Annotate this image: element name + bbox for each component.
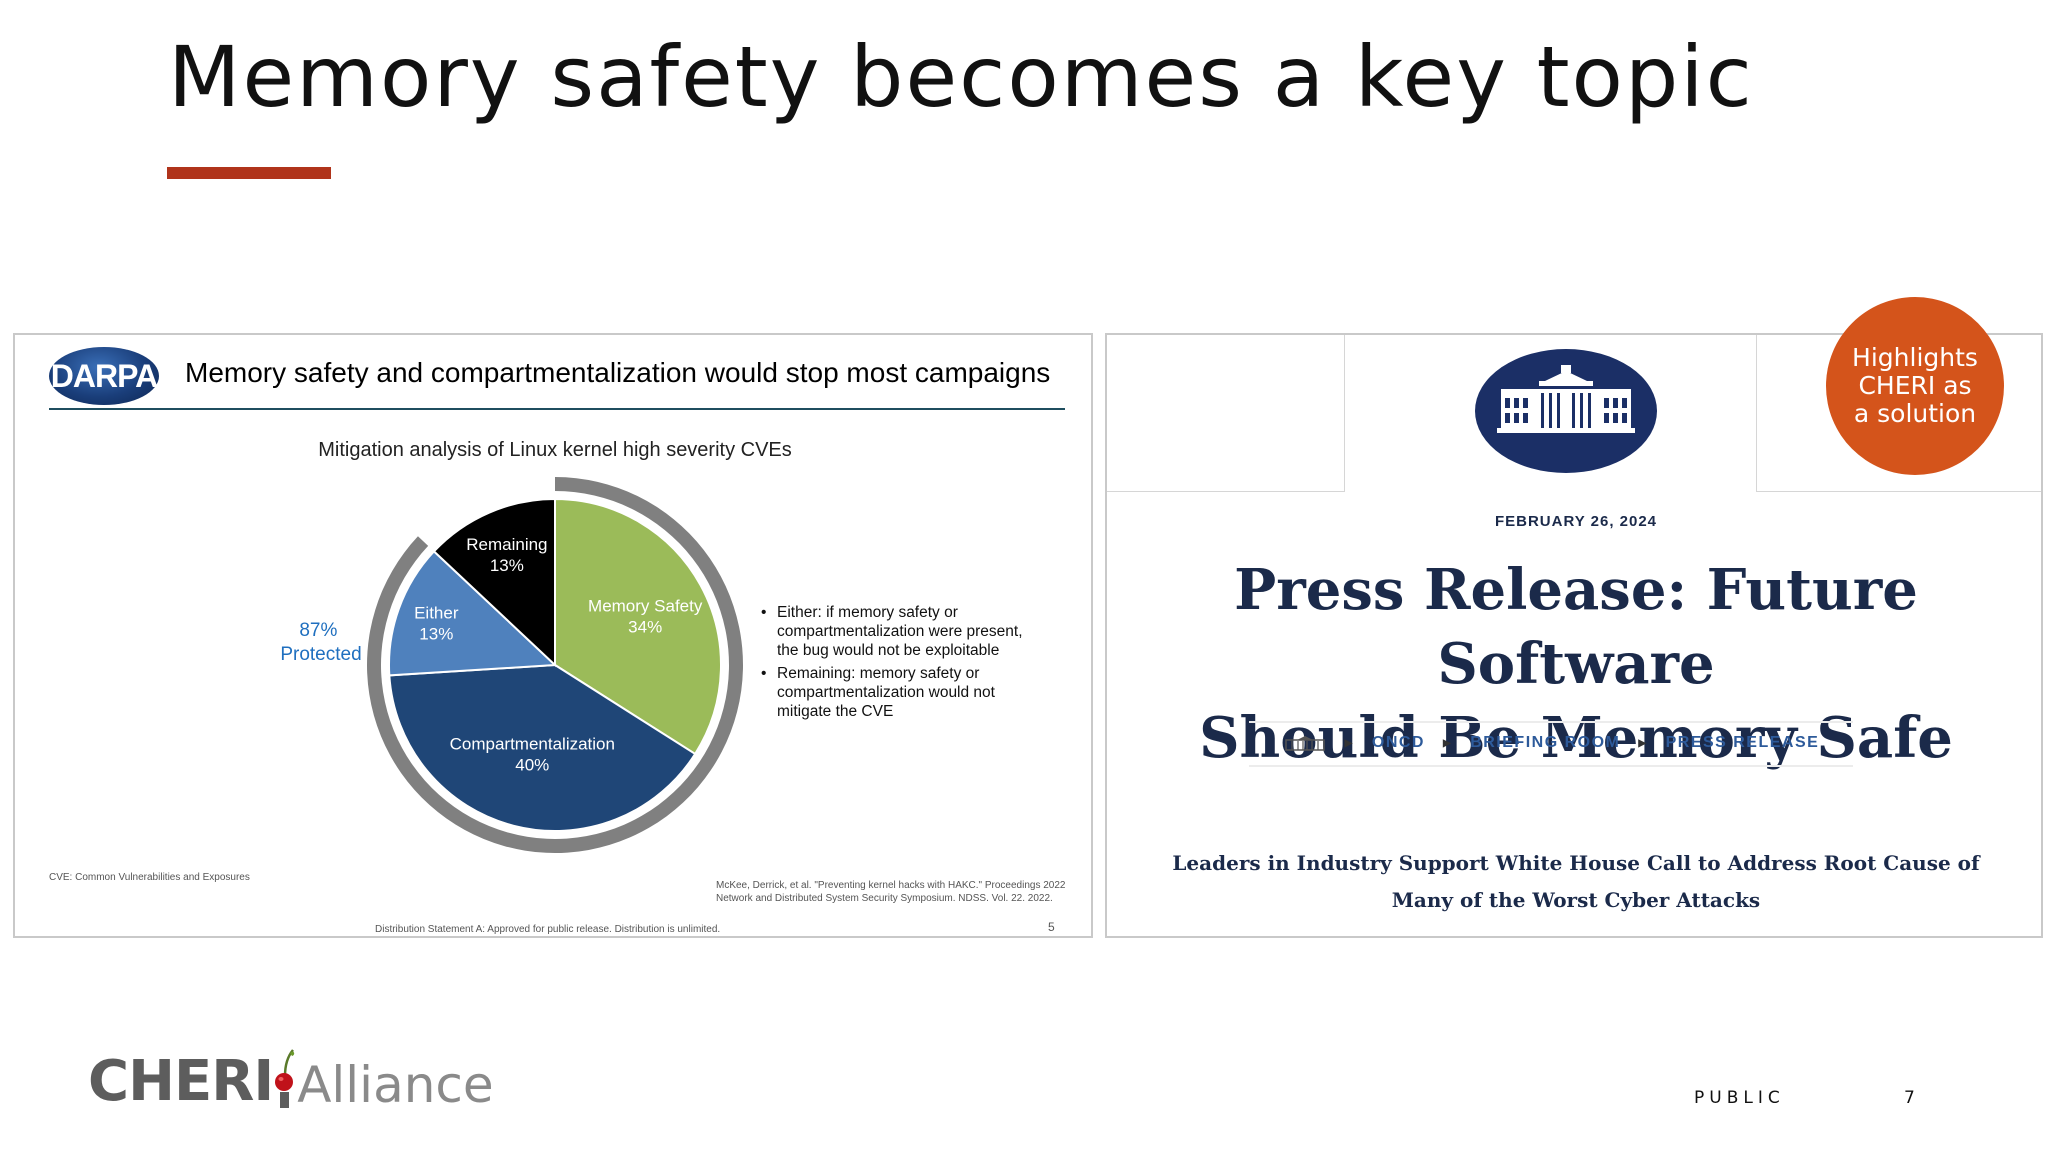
- slide-title: Memory safety becomes a key topic: [168, 28, 1754, 126]
- breadcrumb-briefing-room[interactable]: BRIEFING ROOM: [1470, 734, 1621, 751]
- cve-footnote: CVE: Common Vulnerabilities and Exposure…: [49, 872, 250, 883]
- breadcrumb: ▶ ONCD ▶ BRIEFING ROOM ▶ PRESS RELEASE: [1249, 731, 1853, 755]
- breadcrumb-press-release[interactable]: PRESS RELEASE: [1665, 734, 1820, 751]
- pie-slice-remaining: [432, 497, 556, 668]
- breadcrumb-oncd[interactable]: ONCD: [1371, 734, 1425, 751]
- page-number: 7: [1904, 1088, 1915, 1108]
- press-release-date: FEBRUARY 26, 2024: [1494, 513, 1658, 530]
- frame-left: [1107, 335, 1345, 492]
- highlight-badge: Highlights CHERI as a solution: [1826, 297, 2004, 475]
- citation: McKee, Derrick, et al. "Preventing kerne…: [716, 880, 1066, 904]
- protected-share-value: 87%: [299, 620, 337, 641]
- darpa-slide-panel: DARPA Memory safety and compartmentaliza…: [13, 333, 1093, 938]
- pie-slice-compartmentalization: [388, 663, 697, 832]
- darpa-logo: DARPA: [49, 347, 159, 405]
- pie-slice-either: [388, 549, 558, 677]
- white-house-seal-icon: [1475, 349, 1657, 473]
- frame-right: [1756, 335, 2041, 492]
- breadcrumb-rule-bottom: [1249, 765, 1853, 767]
- chart-title: Mitigation analysis of Linux kernel high…: [318, 439, 792, 461]
- logo-cheri-text: CHERI: [88, 1049, 274, 1114]
- breadcrumb-rule-top: [1249, 721, 1853, 723]
- chevron-right-icon: ▶: [1344, 737, 1354, 749]
- pie-chart: Memory Safety 34% Compartmentalization 40% E…: [280, 477, 743, 853]
- darpa-heading-rule: [49, 408, 1065, 410]
- cheri-alliance-logo: CHERI Alliance: [88, 1046, 494, 1126]
- distribution-statement: Distribution Statement A: Approved for p…: [375, 924, 721, 935]
- inner-page-number: 5: [1048, 920, 1055, 934]
- chevron-right-icon: ▶: [1442, 737, 1453, 749]
- legend-notes: Either: if memory safety orcompartmental…: [760, 603, 1060, 725]
- whitehouse-slide-panel: FEBRUARY 26, 2024 Press Release: Future …: [1105, 333, 2043, 938]
- title-accent-rule: [167, 167, 331, 179]
- white-house-icon: [1284, 736, 1325, 751]
- press-release-subheadline: Leaders in Industry Support White House …: [1172, 851, 1980, 912]
- cherry-icon: [275, 1049, 295, 1108]
- pie-label-memory-safety: Memory Safety 34%: [588, 596, 703, 636]
- protected-share-label: 87% Protected: [280, 620, 361, 665]
- chevron-right-icon: ▶: [1638, 737, 1648, 749]
- pie-label-either: Either 13%: [414, 603, 459, 643]
- press-release-headline: Press Release: Future Software Should Be …: [1199, 557, 1953, 771]
- note-remaining: Remaining: memory safety orcompartmental…: [760, 664, 1060, 721]
- note-either: Either: if memory safety orcompartmental…: [760, 603, 1060, 660]
- logo-alliance-text: Alliance: [297, 1056, 494, 1114]
- protected-share-text: Protected: [280, 644, 361, 665]
- classification-label: PUBLIC: [1694, 1088, 1785, 1108]
- darpa-slide-heading: Memory safety and compartmentalization w…: [185, 357, 1051, 388]
- pie-label-compartmentalization: Compartmentalization 40%: [450, 734, 615, 774]
- pie-label-remaining: Remaining 13%: [466, 535, 547, 575]
